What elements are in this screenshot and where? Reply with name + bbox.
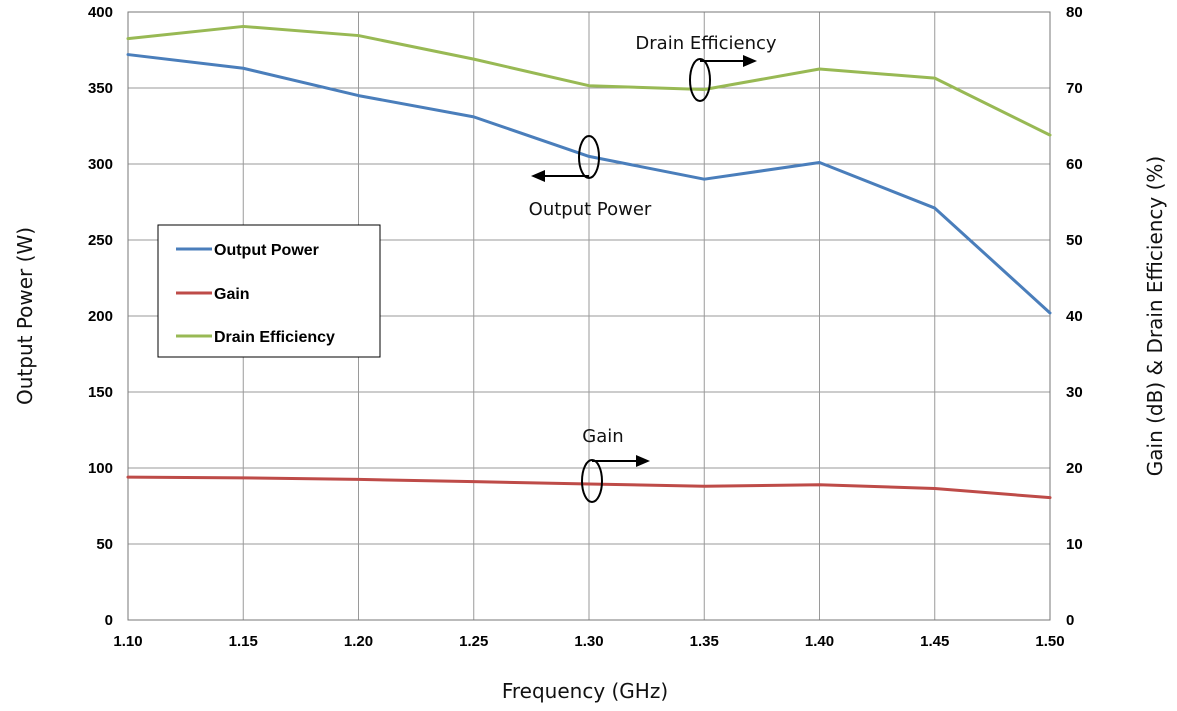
y-right-tick-label: 40 <box>1066 308 1083 325</box>
x-tick-label: 1.10 <box>113 633 142 650</box>
x-tick-label: 1.15 <box>229 633 258 650</box>
annotation-ellipse-drain-efficiency <box>689 58 711 102</box>
plot-area <box>127 11 1051 621</box>
series-line-output-power <box>126 53 1052 315</box>
annotation-label-drain-efficiency: Drain Efficiency <box>635 33 776 54</box>
y-left-tick-label: 300 <box>88 156 113 173</box>
y-right-tick-label: 10 <box>1066 536 1083 553</box>
annotation-arrowhead-left-icon <box>531 170 545 182</box>
legend-label-gain: Gain <box>214 286 250 303</box>
annotations: Drain Efficiency Output Power Gain <box>529 33 777 503</box>
y-left-tick-label: 250 <box>88 232 113 249</box>
x-tick-label: 1.25 <box>459 633 488 650</box>
y-right-tick-label: 80 <box>1066 4 1083 21</box>
y-right-tick-label: 20 <box>1066 460 1083 477</box>
annotation-arrowhead-right-icon <box>743 55 757 67</box>
annotation-ellipse-gain <box>581 459 603 503</box>
y-right-tick-label: 0 <box>1066 612 1074 629</box>
x-tick-label: 1.50 <box>1035 633 1064 650</box>
y-right-tick-label: 30 <box>1066 384 1083 401</box>
annotation-label-output-power: Output Power <box>529 199 652 220</box>
series-line-gain <box>126 475 1052 500</box>
annotation-gain: Gain <box>581 426 650 503</box>
y-left-tick-label: 350 <box>88 80 113 97</box>
series-layer <box>126 24 1052 500</box>
y-left-tick-label: 0 <box>105 612 113 629</box>
x-axis-ticks: 1.10 1.15 1.20 1.25 1.30 1.35 1.40 1.45 1.50 <box>113 633 1064 650</box>
x-tick-label: 1.35 <box>690 633 719 650</box>
y-left-axis-title: Output Power (W) <box>13 227 37 405</box>
y-left-tick-label: 150 <box>88 384 113 401</box>
annotation-ellipse-output-power <box>578 135 600 179</box>
y-right-tick-label: 60 <box>1066 156 1083 173</box>
y-left-tick-label: 50 <box>96 536 113 553</box>
y-right-axis-ticks: 0 10 20 30 40 50 60 70 80 <box>1066 4 1083 629</box>
annotation-drain-efficiency: Drain Efficiency <box>635 33 777 102</box>
y-left-tick-label: 400 <box>88 4 113 21</box>
legend-label-drain-efficiency: Drain Efficiency <box>214 329 335 346</box>
x-tick-label: 1.20 <box>344 633 373 650</box>
legend: Output Power Gain Drain Efficiency <box>157 224 381 358</box>
y-left-tick-label: 100 <box>88 460 113 477</box>
series-line-drain-efficiency <box>126 24 1052 137</box>
y-right-tick-label: 70 <box>1066 80 1083 97</box>
y-left-tick-label: 200 <box>88 308 113 325</box>
y-left-axis-ticks: 0 50 100 150 200 250 300 350 400 <box>88 4 113 629</box>
annotation-label-gain: Gain <box>582 426 623 447</box>
annotation-output-power: Output Power <box>529 135 652 220</box>
x-tick-label: 1.45 <box>920 633 949 650</box>
x-axis-title: Frequency (GHz) <box>502 679 668 703</box>
y-right-axis-title: Gain (dB) & Drain Efficiency (%) <box>1143 156 1167 476</box>
y-right-tick-label: 50 <box>1066 232 1083 249</box>
legend-label-output-power: Output Power <box>214 242 319 259</box>
x-tick-label: 1.30 <box>574 633 603 650</box>
x-tick-label: 1.40 <box>805 633 834 650</box>
annotation-arrowhead-right-icon <box>636 455 650 467</box>
